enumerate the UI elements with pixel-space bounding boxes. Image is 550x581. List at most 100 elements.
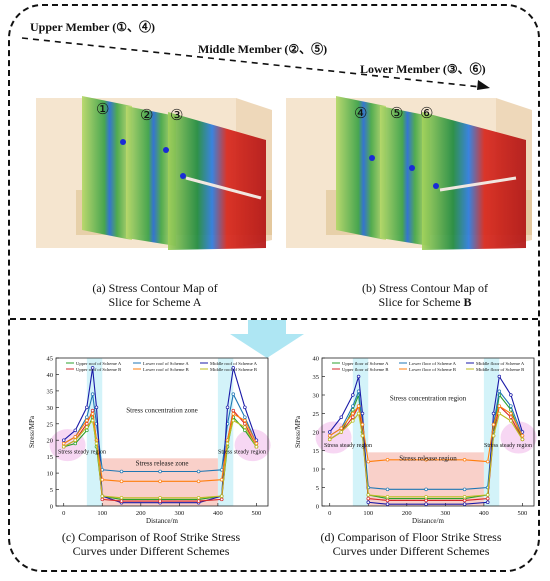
concentration-band-right — [483, 358, 500, 506]
series-6-point — [73, 438, 78, 442]
series-4-point — [231, 408, 236, 413]
caption-d: (d) Comparison of Floor Strike Stress Cu… — [286, 530, 536, 558]
series-3-point — [231, 366, 236, 370]
series-5-point — [485, 459, 490, 464]
series-6-point — [158, 496, 162, 500]
y-axis-label: Stress/MPa — [294, 415, 302, 448]
caption-b-line2-prefix: Slice for Scheme — [378, 295, 464, 309]
plot-frame — [55, 357, 269, 507]
series-6-point — [351, 419, 355, 423]
series-3-point — [339, 415, 344, 419]
legend-entry-2: Lower floor of Scheme A — [409, 361, 457, 366]
y-tick-label: 5 — [316, 485, 319, 492]
series-2-point — [90, 392, 95, 396]
y-tick-label: 0 — [50, 504, 53, 511]
y-tick-label: 20 — [313, 430, 320, 437]
series-6-point — [424, 495, 428, 499]
series-4-point — [351, 415, 355, 419]
series-5-point — [356, 404, 361, 408]
series-2-point — [424, 487, 428, 492]
x-tick-label: 200 — [402, 510, 412, 517]
series-6-point — [520, 437, 525, 442]
series-5-point — [85, 418, 89, 423]
series-5-point — [231, 412, 236, 416]
series-3-point — [491, 411, 496, 416]
series-3-point — [366, 500, 371, 505]
series-5-point — [351, 411, 355, 416]
upper-member-label: Upper Member (①、④) — [30, 20, 155, 34]
caption-b-line2-bold: B — [463, 295, 472, 309]
caption-a-line1: (a) Stress Contour Map of — [92, 281, 218, 295]
x-tick-label: 200 — [136, 510, 146, 517]
series-3-point — [61, 438, 66, 442]
annotation-release: Stress release region — [399, 454, 457, 462]
series-3-point — [351, 393, 355, 397]
series-5-point — [73, 435, 78, 439]
series-5-point — [119, 479, 124, 484]
legend-entry-6: Middle roof of Scheme B — [210, 367, 257, 372]
series-6-point — [485, 493, 490, 497]
series-5-point — [520, 433, 525, 438]
y-tick-label: 35 — [313, 374, 320, 381]
series-line-3 — [329, 374, 523, 505]
series-5-point — [366, 459, 371, 464]
y-axis-label: Stress/MPa — [28, 415, 36, 448]
annotation-steady-right: Stress steady region — [218, 449, 266, 455]
series-5-point — [61, 441, 66, 446]
series-3-point — [462, 502, 467, 506]
annotation-release: Stress release zone — [136, 460, 189, 468]
section-divider — [10, 318, 538, 320]
series-2-point — [243, 415, 247, 419]
series-2-point — [351, 404, 355, 408]
y-tick-label: 30 — [47, 405, 54, 412]
series-5-point — [385, 457, 390, 462]
series-5-point — [497, 404, 502, 408]
series-3-point — [485, 500, 490, 505]
legend-entry-1: Upper roof of Scheme A — [76, 361, 122, 366]
annotation-concentration: Stress concentration zone — [126, 406, 198, 414]
series-2-point — [85, 415, 89, 419]
series-6-point — [225, 441, 230, 446]
series-4-point — [85, 422, 89, 426]
series-3-point — [225, 405, 230, 410]
series-2-point — [497, 389, 502, 394]
y-tick-label: 25 — [313, 411, 320, 418]
caption-b: (b) Stress Contour Map of Slice for Sche… — [320, 281, 530, 309]
caption-c-line1: (c) Comparison of Roof Strike Stress — [61, 530, 241, 544]
series-6-point — [339, 430, 344, 434]
y-tick-label: 30 — [313, 393, 320, 400]
series-3-point — [385, 502, 390, 506]
lower-member-label: Lower Member (③、⑥) — [360, 62, 486, 76]
slice-4-label: ④ — [354, 106, 367, 122]
series-2-point — [231, 392, 236, 396]
series-4-point — [219, 497, 224, 502]
series-4-point — [485, 496, 490, 501]
series-3-point — [243, 405, 247, 410]
legend-entry-3: Middle floor of Scheme A — [476, 361, 525, 366]
series-3-point — [85, 405, 89, 410]
series-6-point — [100, 494, 105, 498]
series-6-point — [366, 493, 371, 497]
series-5-point — [360, 422, 365, 427]
series-4-point — [119, 499, 124, 503]
down-arrow-icon — [230, 320, 304, 358]
caption-c-line2: Curves under Different Schemes — [72, 544, 230, 558]
x-axis-label: Distance/m — [412, 517, 444, 525]
series-5-point — [339, 426, 344, 431]
x-tick-label: 400 — [213, 510, 223, 517]
series-6-point — [61, 445, 66, 449]
series-1-point — [73, 441, 78, 446]
slice-6-label: ⑥ — [420, 106, 433, 122]
series-line-2 — [329, 389, 523, 490]
legend-entry-2: Lower roof of Scheme A — [143, 361, 189, 366]
series-line-2 — [63, 392, 257, 473]
slice-2-label: ② — [140, 108, 153, 124]
series-6-point — [94, 441, 99, 446]
floor-stress-chart: 0 100 200 300 400 500 0 5 10 15 20 25 30 35 40 Distance… — [294, 356, 537, 525]
series-5-point — [90, 412, 95, 416]
x-tick-label: 100 — [363, 510, 373, 517]
series-2-point — [196, 469, 201, 474]
series-3-point — [73, 428, 78, 433]
legend-entry-3: Middle roof of Scheme A — [210, 361, 258, 366]
series-3-point — [356, 374, 361, 379]
